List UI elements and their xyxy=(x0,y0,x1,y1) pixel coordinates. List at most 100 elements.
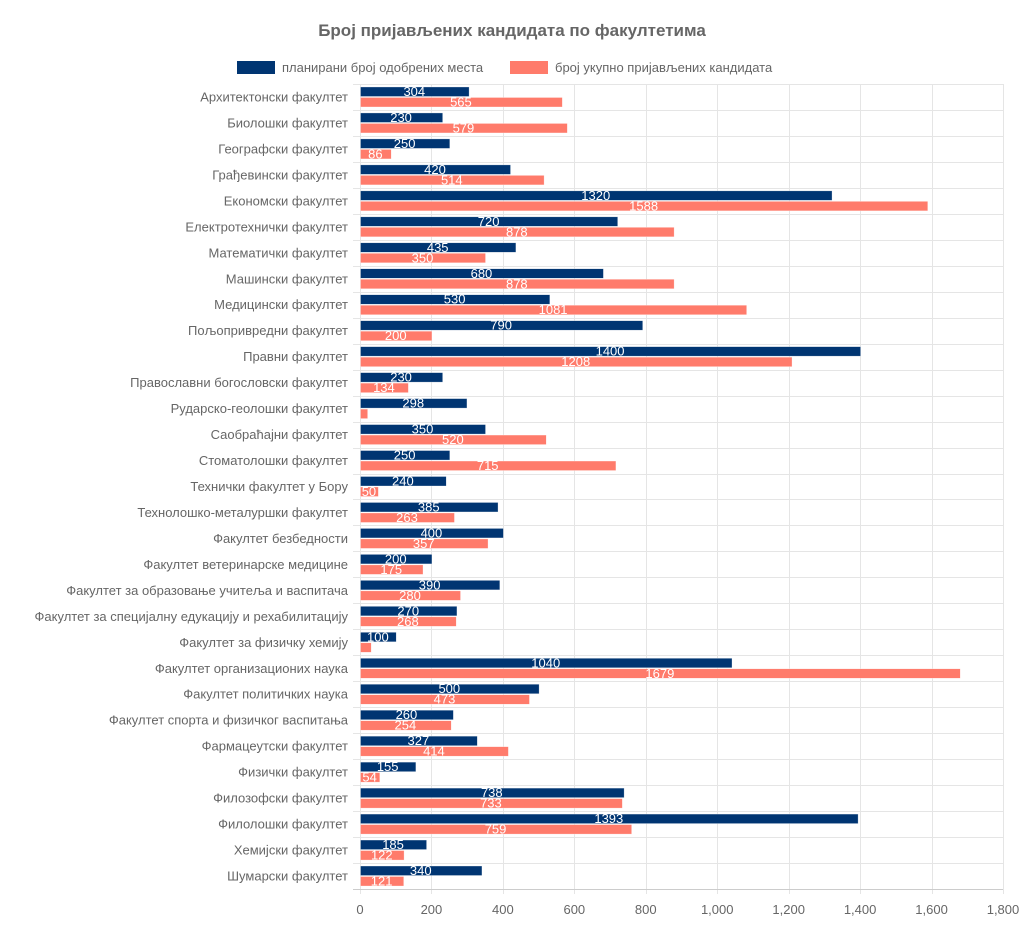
data-label-applied: 579 xyxy=(453,120,475,135)
bar-planned[interactable] xyxy=(360,839,427,850)
gridlines xyxy=(353,84,1004,894)
category-label: Филолошки факултет xyxy=(218,817,348,832)
bar-applied[interactable] xyxy=(360,694,530,705)
bar-applied[interactable] xyxy=(360,149,392,160)
bar-planned[interactable] xyxy=(360,528,504,539)
bar-planned[interactable] xyxy=(360,606,458,617)
bar-applied[interactable] xyxy=(360,486,379,497)
category-label: Факултет за специјалну едукацију и рехаб… xyxy=(35,609,349,624)
bar-applied[interactable] xyxy=(360,304,747,315)
bar-planned[interactable] xyxy=(360,424,486,435)
bar-planned[interactable] xyxy=(360,658,733,669)
bar-planned[interactable] xyxy=(360,268,604,279)
data-label-applied: 878 xyxy=(506,224,528,239)
bar-applied[interactable] xyxy=(360,330,433,341)
bar-planned[interactable] xyxy=(360,86,470,97)
bar-planned[interactable] xyxy=(360,683,540,694)
bar-planned[interactable] xyxy=(360,554,433,565)
bars xyxy=(360,86,961,887)
bar-applied[interactable] xyxy=(360,564,424,575)
bar-applied[interactable] xyxy=(360,772,381,783)
bar-applied[interactable] xyxy=(360,460,617,471)
bar-applied[interactable] xyxy=(360,512,455,523)
data-label-planned: 1393 xyxy=(594,811,623,826)
category-label: Шумарски факултет xyxy=(227,869,348,884)
data-label-applied: 733 xyxy=(480,796,502,811)
data-label-planned: 250 xyxy=(394,136,416,151)
data-label-applied: 254 xyxy=(395,718,417,733)
bar-planned[interactable] xyxy=(360,320,643,331)
bar-planned[interactable] xyxy=(360,787,625,798)
bar-planned[interactable] xyxy=(360,865,483,876)
bar-applied[interactable] xyxy=(360,746,509,757)
bar-applied[interactable] xyxy=(360,642,372,653)
bar-planned[interactable] xyxy=(360,709,454,720)
bar-applied[interactable] xyxy=(360,434,547,445)
data-label-planned: 200 xyxy=(385,551,407,566)
data-label-planned: 270 xyxy=(397,603,419,618)
category-label: Православни богословски факултет xyxy=(130,375,348,390)
bar-planned[interactable] xyxy=(360,138,451,149)
bar-applied[interactable] xyxy=(360,720,452,731)
data-label-planned: 340 xyxy=(410,863,432,878)
bar-planned[interactable] xyxy=(360,450,451,461)
bar-planned[interactable] xyxy=(360,372,443,383)
bar-planned[interactable] xyxy=(360,346,861,357)
category-label: Математички факултет xyxy=(208,245,348,260)
bar-planned[interactable] xyxy=(360,242,517,253)
bar-applied[interactable] xyxy=(360,668,961,679)
bar-planned[interactable] xyxy=(360,632,397,643)
data-label-planned: 327 xyxy=(408,733,430,748)
data-label-planned: 240 xyxy=(392,474,414,489)
data-label-planned: 298 xyxy=(402,396,424,411)
bar-applied[interactable] xyxy=(360,538,489,549)
legend-swatch-applied xyxy=(510,61,548,74)
data-label-planned: 385 xyxy=(418,499,440,514)
data-label-planned: 350 xyxy=(412,422,434,437)
data-label-planned: 100 xyxy=(367,629,389,644)
bar-planned[interactable] xyxy=(360,398,468,409)
category-label: Факултет за образовање учитеља и васпита… xyxy=(66,583,349,598)
bar-applied[interactable] xyxy=(360,97,563,108)
bar-planned[interactable] xyxy=(360,294,551,305)
category-labels: Архитектонски факултет Биолошки факултет Г… xyxy=(35,89,349,883)
data-label-applied: 715 xyxy=(477,458,499,473)
category-label: Правни факултет xyxy=(243,349,348,364)
bar-applied[interactable] xyxy=(360,356,793,367)
bar-applied[interactable] xyxy=(360,850,405,861)
bar-planned[interactable] xyxy=(360,190,833,201)
legend-item-applied[interactable]: број укупно пријављених кандидата xyxy=(510,60,773,75)
bar-planned[interactable] xyxy=(360,761,417,772)
x-tick-label: 200 xyxy=(421,902,443,917)
bar-applied[interactable] xyxy=(360,201,929,212)
bar-applied[interactable] xyxy=(360,175,545,186)
legend-item-planned[interactable]: планирани број одобрених места xyxy=(237,60,484,75)
bar-planned[interactable] xyxy=(360,735,478,746)
bar-planned[interactable] xyxy=(360,502,499,513)
legend: планирани број одобрених места број укуп… xyxy=(237,60,773,75)
bar-applied[interactable] xyxy=(360,279,675,290)
data-label-planned: 250 xyxy=(394,448,416,463)
bar-planned[interactable] xyxy=(360,216,618,227)
bar-applied[interactable] xyxy=(360,123,568,134)
category-label: Биолошки факултет xyxy=(227,115,348,130)
bar-applied[interactable] xyxy=(360,253,486,264)
x-tick-label: 800 xyxy=(635,902,657,917)
bar-applied[interactable] xyxy=(360,590,461,601)
bar-applied[interactable] xyxy=(360,824,632,835)
bar-planned[interactable] xyxy=(360,112,443,123)
bar-planned[interactable] xyxy=(360,476,447,487)
bar-applied[interactable] xyxy=(360,798,623,809)
bar-planned[interactable] xyxy=(360,580,501,591)
bar-applied[interactable] xyxy=(360,227,675,238)
data-label-applied: 473 xyxy=(434,692,456,707)
data-label-planned: 790 xyxy=(490,318,512,333)
x-tick-label: 600 xyxy=(563,902,585,917)
bar-planned[interactable] xyxy=(360,164,511,175)
bar-applied[interactable] xyxy=(360,876,404,887)
bar-applied[interactable] xyxy=(360,616,457,627)
bar-applied[interactable] xyxy=(360,382,409,393)
bar-applied[interactable] xyxy=(360,408,368,419)
bar-planned[interactable] xyxy=(360,813,859,824)
